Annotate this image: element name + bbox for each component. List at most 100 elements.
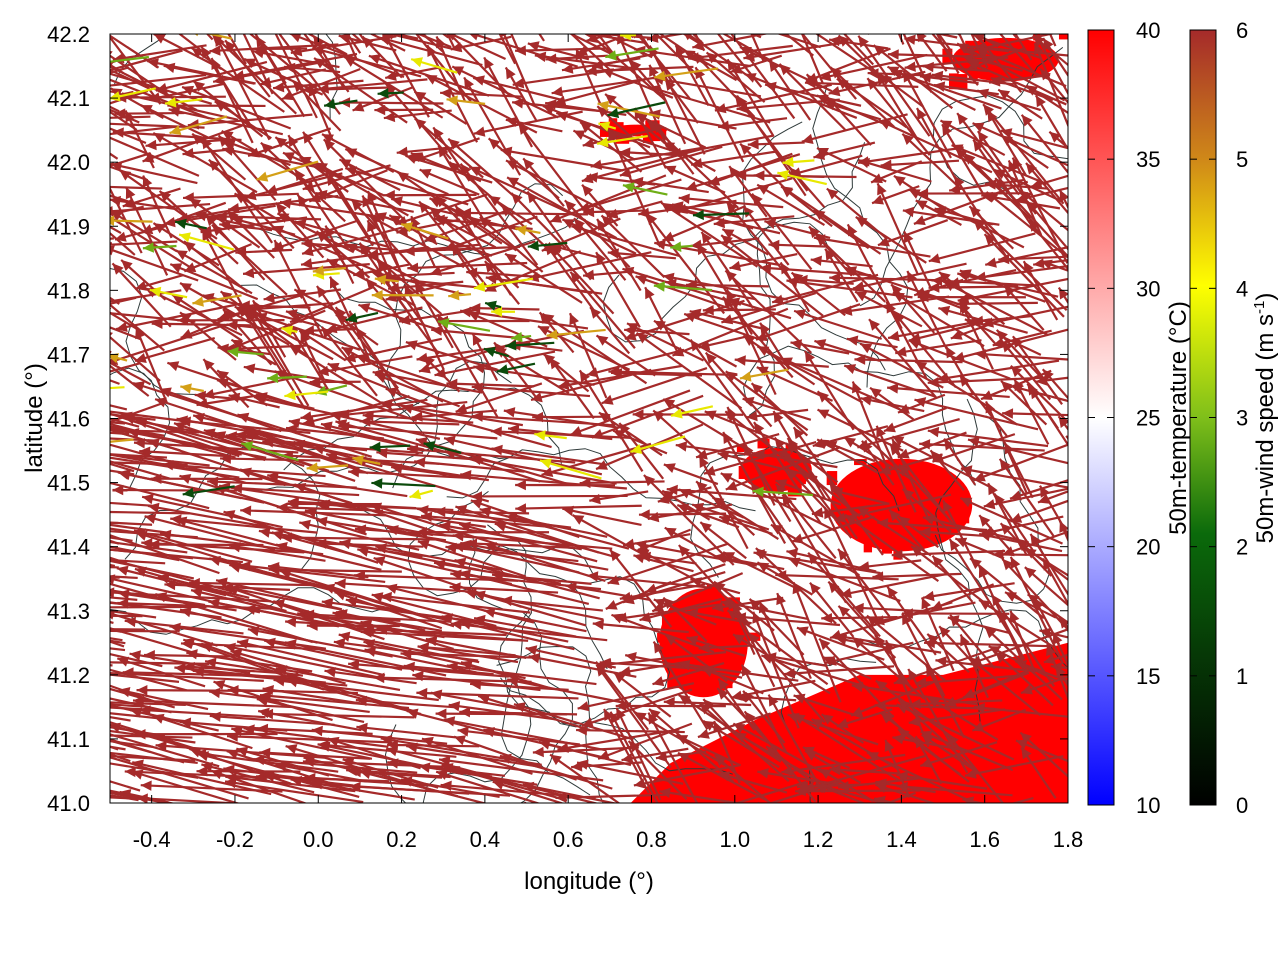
wind-arrowhead <box>21 513 32 523</box>
wind-arrowhead <box>1026 85 1038 96</box>
wind-arrowhead <box>581 173 594 184</box>
wind-arrowhead <box>493 0 503 4</box>
wind-arrowhead <box>813 209 826 221</box>
wind-arrowhead <box>218 135 230 147</box>
wind-arrowhead <box>735 732 747 743</box>
wind-arrowhead <box>34 597 45 607</box>
wind-vector <box>643 474 735 566</box>
wind-arrowhead <box>979 531 991 542</box>
wind-vector <box>110 335 161 382</box>
wind-vector <box>162 463 326 478</box>
wind-arrowhead <box>19 661 31 671</box>
wind-vector <box>720 234 824 317</box>
wind-arrowhead <box>0 67 11 77</box>
wind-vector <box>854 358 963 364</box>
wind-vector <box>250 307 310 407</box>
wind-arrowhead <box>787 438 799 450</box>
wind-arrowhead <box>253 812 264 823</box>
wind-arrowhead <box>582 138 595 149</box>
wind-arrowhead <box>0 421 10 431</box>
wind-arrowhead <box>870 387 882 399</box>
wind-vector <box>404 0 470 28</box>
wind-arrowhead <box>339 538 351 550</box>
wind-vector <box>928 232 1036 263</box>
wind-arrowhead <box>35 604 47 614</box>
wind-arrowhead <box>923 590 935 602</box>
wind-arrowhead <box>760 263 772 274</box>
wind-vector <box>579 121 643 173</box>
wind-vector <box>152 714 253 750</box>
wind-vector <box>303 613 452 623</box>
wind-arrowhead <box>1001 340 1013 353</box>
wind-vector <box>378 272 440 355</box>
wind-vector <box>621 747 689 762</box>
wind-arrowhead <box>829 36 841 47</box>
wind-arrowhead <box>71 305 82 315</box>
wind-arrowhead <box>416 526 427 538</box>
wind-vector <box>247 127 332 157</box>
wind-vector <box>664 526 727 563</box>
wind-vector <box>110 721 193 749</box>
x-tick-label: 0.0 <box>303 827 334 852</box>
wind-arrowhead <box>769 60 780 72</box>
wind-arrowhead <box>983 499 996 510</box>
wind-arrowhead <box>316 516 328 527</box>
wind-arrowhead <box>368 54 381 65</box>
wind-arrowhead <box>417 505 429 516</box>
wind-vector <box>360 630 529 642</box>
wind-arrowhead <box>1067 171 1068 181</box>
wind-arrowhead <box>327 362 340 373</box>
contour-line <box>407 490 594 597</box>
wind-arrowhead <box>56 177 68 187</box>
wind-vector <box>698 455 749 550</box>
wind-arrowhead <box>148 539 160 550</box>
wind-arrowhead <box>979 515 991 527</box>
wind-arrowhead <box>0 767 9 777</box>
wind-vector <box>852 606 929 613</box>
wind-vector <box>359 770 488 803</box>
wind-arrowhead <box>884 422 896 433</box>
wind-arrowhead <box>569 313 579 326</box>
wind-vector <box>786 279 913 299</box>
hot-pixel <box>713 611 727 628</box>
wind-arrowhead <box>979 600 991 611</box>
wind-arrowhead <box>366 278 378 291</box>
wind-vector <box>872 44 954 110</box>
colorbar-tick-label: 3 <box>1236 406 1248 431</box>
hot-pixel <box>771 480 786 490</box>
wind-arrowhead <box>389 215 402 226</box>
wind-vector <box>919 530 991 538</box>
wind-arrowhead <box>720 18 731 30</box>
wind-vector <box>725 370 809 432</box>
wind-vector <box>1058 189 1068 210</box>
wind-vector <box>615 707 662 801</box>
wind-arrowhead <box>867 68 879 79</box>
wind-vector <box>279 569 429 619</box>
wind-arrowhead <box>15 694 26 704</box>
wind-arrowhead <box>976 48 989 58</box>
wind-arrowhead <box>1002 546 1015 557</box>
wind-arrowhead <box>565 582 577 593</box>
wind-vector <box>214 34 271 141</box>
wind-vector <box>379 276 479 289</box>
wind-vector <box>124 770 280 780</box>
wind-arrowhead <box>334 578 346 589</box>
wind-vector <box>441 615 569 643</box>
hot-pixel <box>758 457 767 467</box>
wind-arrowhead <box>89 725 100 735</box>
wind-arrowhead <box>699 456 709 468</box>
hot-pixel <box>785 460 795 474</box>
wind-vector <box>110 652 163 668</box>
wind-arrowhead <box>751 383 763 395</box>
wind-arrowhead <box>407 262 419 273</box>
wind-vector <box>339 540 480 571</box>
wind-arrowhead <box>653 121 665 133</box>
wind-arrowhead <box>258 527 271 538</box>
wind-vector <box>726 58 775 137</box>
wind-vector <box>344 337 443 361</box>
wind-vector <box>112 488 238 492</box>
wind-vector <box>460 661 550 689</box>
wind-vector <box>897 698 979 774</box>
wind-arrowhead <box>1033 258 1045 269</box>
